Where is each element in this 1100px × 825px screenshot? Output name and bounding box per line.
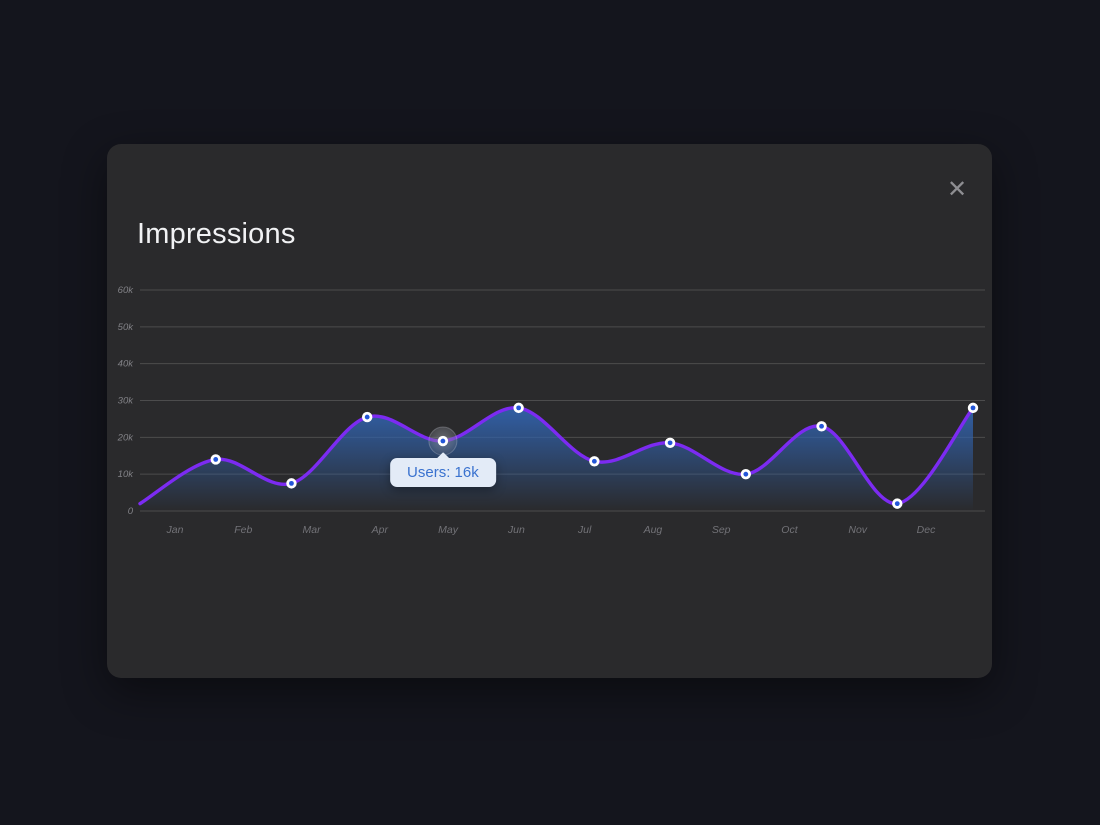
data-point-center: [894, 501, 900, 507]
close-icon: ✕: [946, 176, 968, 203]
x-axis-label: Dec: [917, 524, 936, 536]
area-fill: [140, 407, 973, 511]
x-axis-label: Feb: [234, 524, 252, 536]
x-axis-label: Mar: [302, 524, 321, 536]
tooltip-label: Users: 16k: [407, 464, 479, 482]
x-axis-label: May: [438, 524, 459, 536]
x-axis-label: Jan: [166, 524, 184, 536]
chart-tooltip: Users: 16k: [390, 458, 496, 488]
data-point-center: [289, 480, 294, 486]
data-point-center: [364, 414, 370, 420]
data-point-center: [213, 457, 219, 462]
x-axis-label: Apr: [371, 524, 389, 536]
y-axis-tick-label: 50k: [118, 322, 135, 333]
data-point-center: [667, 440, 673, 446]
data-point-center: [591, 458, 597, 464]
y-axis-tick-label: 20k: [117, 432, 135, 443]
data-point-center: [440, 438, 446, 444]
y-axis-tick-label: 40k: [118, 359, 135, 370]
x-axis-label: Nov: [848, 524, 867, 536]
x-axis-label: Jun: [507, 524, 525, 536]
x-axis-label: Aug: [643, 524, 663, 536]
y-axis-tick-label: 10k: [118, 469, 135, 480]
data-point-center: [819, 423, 824, 429]
impressions-area-chart[interactable]: 0 10k 20k 30k 40k 50k 60k Jan Feb Mar Apr May Jun Jul…: [107, 284, 992, 546]
data-point-center: [970, 405, 976, 411]
y-axis-tick-label: 60k: [118, 285, 135, 296]
y-axis-tick-label: 0: [128, 506, 134, 517]
x-axis-label: Jul: [577, 524, 592, 536]
page-title: Impressions: [137, 218, 296, 251]
close-button[interactable]: ✕: [941, 174, 973, 206]
data-point-center: [516, 405, 522, 411]
data-point-center: [743, 471, 749, 477]
x-axis-label: Oct: [781, 524, 798, 536]
impressions-modal-card: Impressions ✕ 0 10k 20k 30k 40k 50k 60k Jan Feb M…: [107, 144, 992, 678]
y-axis-tick-label: 30k: [118, 396, 135, 407]
x-axis-label: Sep: [712, 524, 731, 536]
